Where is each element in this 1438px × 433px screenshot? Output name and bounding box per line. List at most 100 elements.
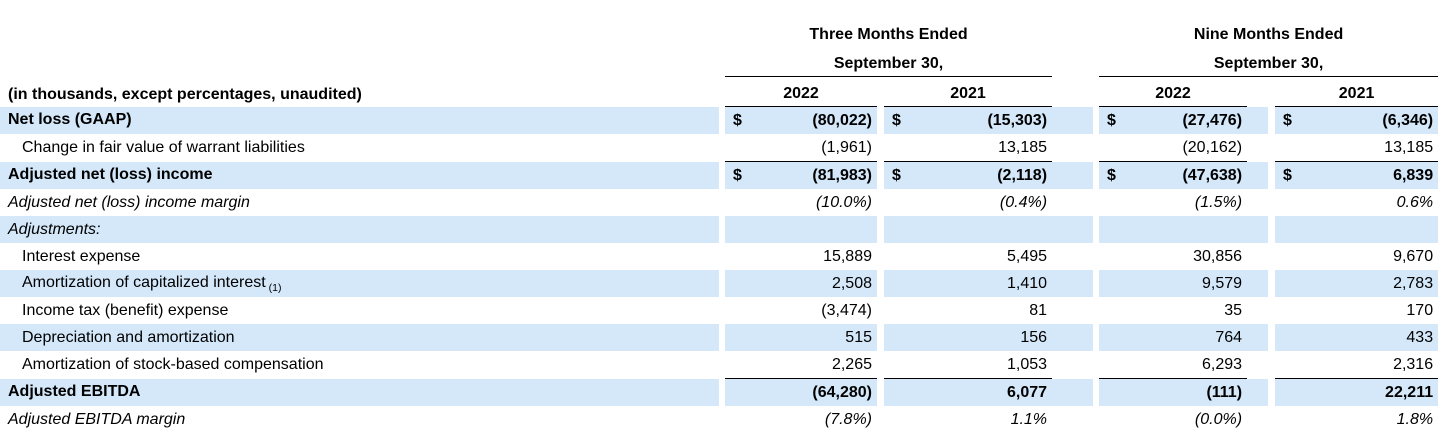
column-gap: [1247, 77, 1268, 107]
currency-cell: [1275, 378, 1312, 406]
column-gap: [1268, 243, 1275, 270]
column-gap: [1052, 270, 1094, 297]
currency-cell: [725, 378, 761, 406]
currency-cell: [1099, 406, 1135, 433]
column-gap: [1247, 189, 1268, 216]
column-gap: [1268, 77, 1275, 107]
currency-cell: [884, 189, 920, 216]
currency-cell: [1099, 243, 1135, 270]
table-row-amortization-capitalized-interest: Amortization of capitalized interest (1) …: [0, 270, 1438, 297]
column-gap: [1268, 189, 1275, 216]
currency-cell: [1099, 189, 1135, 216]
currency-cell: $: [725, 161, 761, 189]
value-cell: 6,839: [1311, 161, 1438, 189]
value-cell: (6,346): [1311, 106, 1438, 134]
column-gap: [877, 243, 884, 270]
column-gap: [1247, 297, 1268, 324]
value-cell: (81,983): [761, 161, 877, 189]
table-row-stock-based-compensation: Amortization of stock-based compensation…: [0, 351, 1438, 379]
column-gap: [1247, 216, 1269, 243]
value-cell: 2,508: [761, 270, 877, 297]
value-cell: (2,118): [920, 161, 1053, 189]
table-row-adjusted-ebitda-margin: Adjusted EBITDA margin (7.8%) 1.1% (0.0%…: [0, 406, 1438, 433]
value-cell: (64,280): [761, 378, 877, 406]
currency-cell: [1099, 216, 1136, 243]
value-cell: (20,162): [1135, 134, 1248, 162]
column-gap: [877, 216, 884, 243]
column-gap: [877, 324, 884, 351]
year-header-3m-2022: 2022: [725, 76, 877, 107]
column-gap: [1247, 324, 1269, 351]
column-gap: [877, 106, 884, 134]
row-label: Adjusted net (loss) income: [0, 161, 719, 189]
unit-note: (in thousands, except percentages, unaud…: [8, 85, 362, 103]
currency-cell: [1275, 351, 1312, 379]
currency-cell: [884, 406, 920, 433]
row-label: Amortization of stock-based compensation: [22, 355, 324, 373]
value-cell: 2,783: [1311, 270, 1438, 297]
column-gap: [1247, 243, 1268, 270]
currency-cell: $: [1099, 161, 1136, 189]
row-label: Adjusted net (loss) income margin: [8, 193, 250, 211]
currency-cell: $: [884, 161, 920, 189]
currency-cell: $: [1099, 106, 1136, 134]
column-gap: [1247, 161, 1269, 189]
currency-cell: [1275, 270, 1312, 297]
value-cell: 764: [1135, 324, 1248, 351]
column-gap: [1052, 351, 1093, 379]
year-header-9m-2022: 2022: [1099, 76, 1248, 107]
value-cell: 1.1%: [1010, 410, 1048, 428]
currency-cell: [1099, 378, 1136, 406]
row-label: Change in fair value of warrant liabilit…: [22, 138, 305, 156]
column-gap: [877, 297, 884, 324]
table-row-depreciation-amortization: Depreciation and amortization 515 156 76…: [0, 324, 1438, 351]
currency-cell: [725, 243, 761, 270]
column-gap: [1268, 406, 1275, 433]
footnote-marker: (1): [268, 281, 282, 294]
column-gap: [1268, 161, 1276, 189]
value-cell: 515: [761, 324, 877, 351]
currency-cell: [725, 216, 761, 243]
period-date-three-months: September 30,: [725, 47, 1053, 77]
table-row-warrant-liabilities: Change in fair value of warrant liabilit…: [0, 134, 1438, 162]
table-row-adjusted-net-income-margin: Adjusted net (loss) income margin (10.0%…: [0, 189, 1438, 216]
column-gap: [1093, 378, 1100, 406]
currency-cell: [1275, 406, 1311, 433]
currency-cell: [884, 378, 920, 406]
value-cell: (7.8%): [824, 410, 872, 428]
column-gap: [719, 216, 725, 243]
column-gap: [1247, 378, 1269, 406]
currency-cell: [884, 324, 920, 351]
row-label: Adjusted EBITDA: [0, 378, 719, 406]
value-cell: 22,211: [1311, 378, 1438, 406]
column-gap: [1052, 406, 1093, 433]
year-header-9m-2021: 2021: [1275, 76, 1438, 107]
column-gap: [877, 134, 884, 162]
header-spacer: [0, 16, 719, 47]
value-cell: 5,495: [1006, 247, 1048, 265]
column-gap: [1052, 243, 1093, 270]
column-gap: [1268, 297, 1275, 324]
currency-cell: $: [1275, 106, 1312, 134]
column-gap: [719, 324, 725, 351]
row-label: Interest expense: [22, 247, 141, 265]
value-cell: 6,077: [920, 378, 1053, 406]
value-cell: 433: [1311, 324, 1438, 351]
currency-cell: [1099, 324, 1136, 351]
value-cell: 30,856: [1193, 247, 1243, 265]
table-row-adjusted-net-income: Adjusted net (loss) income $ (81,983) $ …: [0, 161, 1438, 189]
header-row-years: (in thousands, except percentages, unaud…: [0, 76, 1438, 107]
column-gap: [1052, 378, 1094, 406]
value-cell: (10.0%): [815, 193, 872, 211]
value-cell: [1135, 216, 1248, 243]
currency-cell: [1099, 351, 1136, 379]
value-cell: (3,474): [821, 301, 872, 319]
column-gap: [1247, 406, 1268, 433]
column-gap: [1268, 378, 1276, 406]
header-spacer: [0, 47, 719, 77]
value-cell: [920, 216, 1053, 243]
column-gap: [1093, 216, 1100, 243]
currency-cell: [1099, 134, 1136, 162]
column-gap: [1052, 77, 1093, 107]
